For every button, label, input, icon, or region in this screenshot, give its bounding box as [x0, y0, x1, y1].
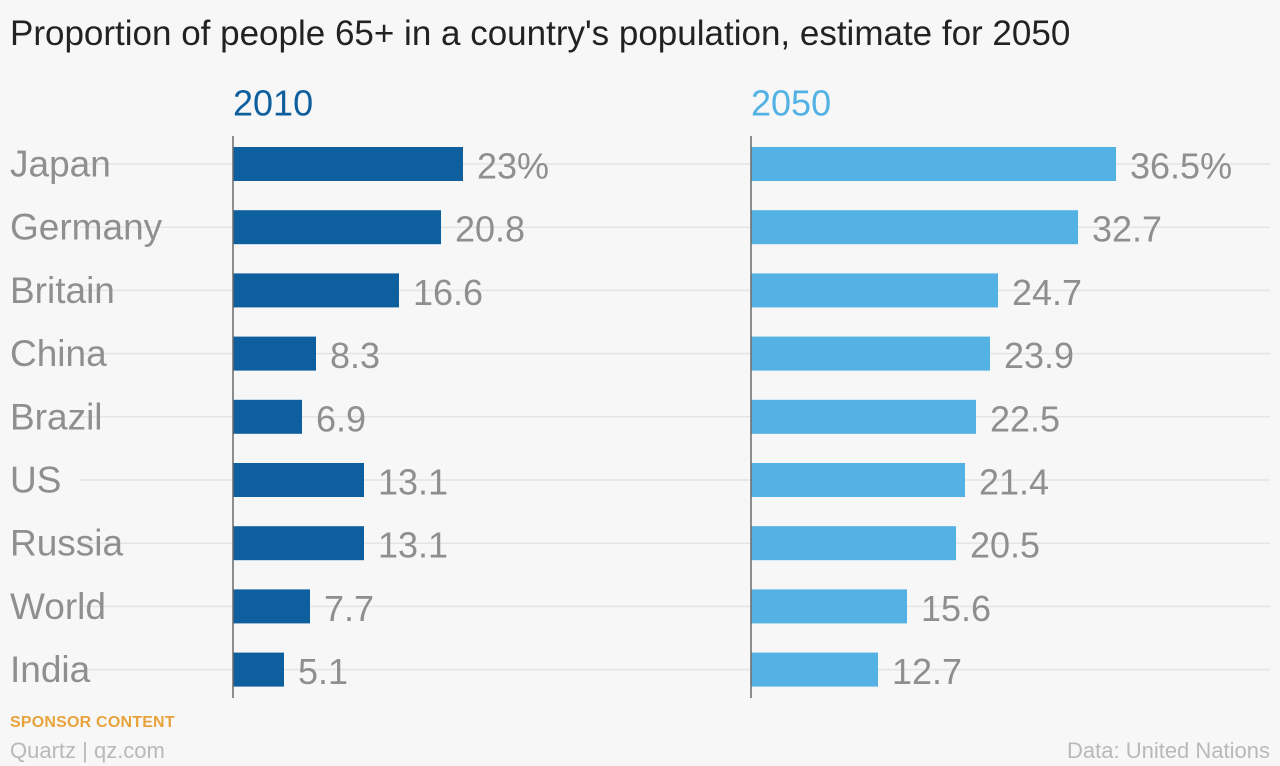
data-label: 22.5	[990, 398, 1060, 439]
category-label: Brazil	[10, 396, 103, 437]
category-label: Germany	[10, 207, 163, 248]
category-label: China	[10, 333, 107, 374]
data-label: 21.4	[979, 462, 1049, 503]
bar	[751, 336, 990, 371]
data-label: 6.9	[316, 398, 366, 439]
bar	[751, 273, 998, 308]
category-label: Britain	[10, 270, 115, 311]
data-label: 15.6	[921, 588, 991, 629]
series-header: 2050	[751, 83, 831, 124]
bar	[233, 589, 310, 624]
data-label: 5.1	[298, 651, 348, 692]
series-header: 2010	[233, 83, 313, 124]
bar	[233, 273, 399, 308]
data-label: 23.9	[1004, 335, 1074, 376]
bar	[233, 652, 284, 687]
bar	[233, 336, 316, 371]
category-label: US	[10, 460, 61, 501]
sponsor-label: SPONSOR CONTENT	[10, 714, 175, 731]
data-label: 20.8	[455, 209, 525, 250]
bar	[751, 463, 965, 497]
bar	[233, 463, 364, 497]
data-label: 7.7	[324, 588, 374, 629]
data-label: 13.1	[378, 525, 448, 566]
data-label: 23%	[477, 146, 549, 187]
category-label: Russia	[10, 523, 124, 564]
bar	[751, 589, 907, 624]
data-label: 24.7	[1012, 272, 1082, 313]
data-label: 8.3	[330, 335, 380, 376]
bar	[233, 210, 441, 245]
bar	[751, 652, 878, 687]
data-label: 36.5%	[1130, 146, 1232, 187]
data-label: 13.1	[378, 462, 448, 503]
chart-title: Proportion of people 65+ in a country's …	[10, 14, 1071, 53]
data-label: 32.7	[1092, 209, 1162, 250]
bar	[233, 526, 364, 561]
category-label: India	[10, 649, 91, 690]
data-label: 20.5	[970, 525, 1040, 566]
category-label: Japan	[10, 144, 111, 185]
bar	[751, 399, 976, 434]
bar	[751, 210, 1078, 245]
bar	[233, 147, 463, 181]
data-label: 16.6	[413, 272, 483, 313]
bar	[751, 147, 1116, 181]
category-label: World	[10, 586, 106, 627]
bar	[751, 526, 956, 561]
brand-credit: Quartz | qz.com	[10, 738, 165, 763]
source-credit: Data: United Nations	[1067, 738, 1270, 763]
data-label: 12.7	[892, 651, 962, 692]
bar	[233, 399, 302, 434]
